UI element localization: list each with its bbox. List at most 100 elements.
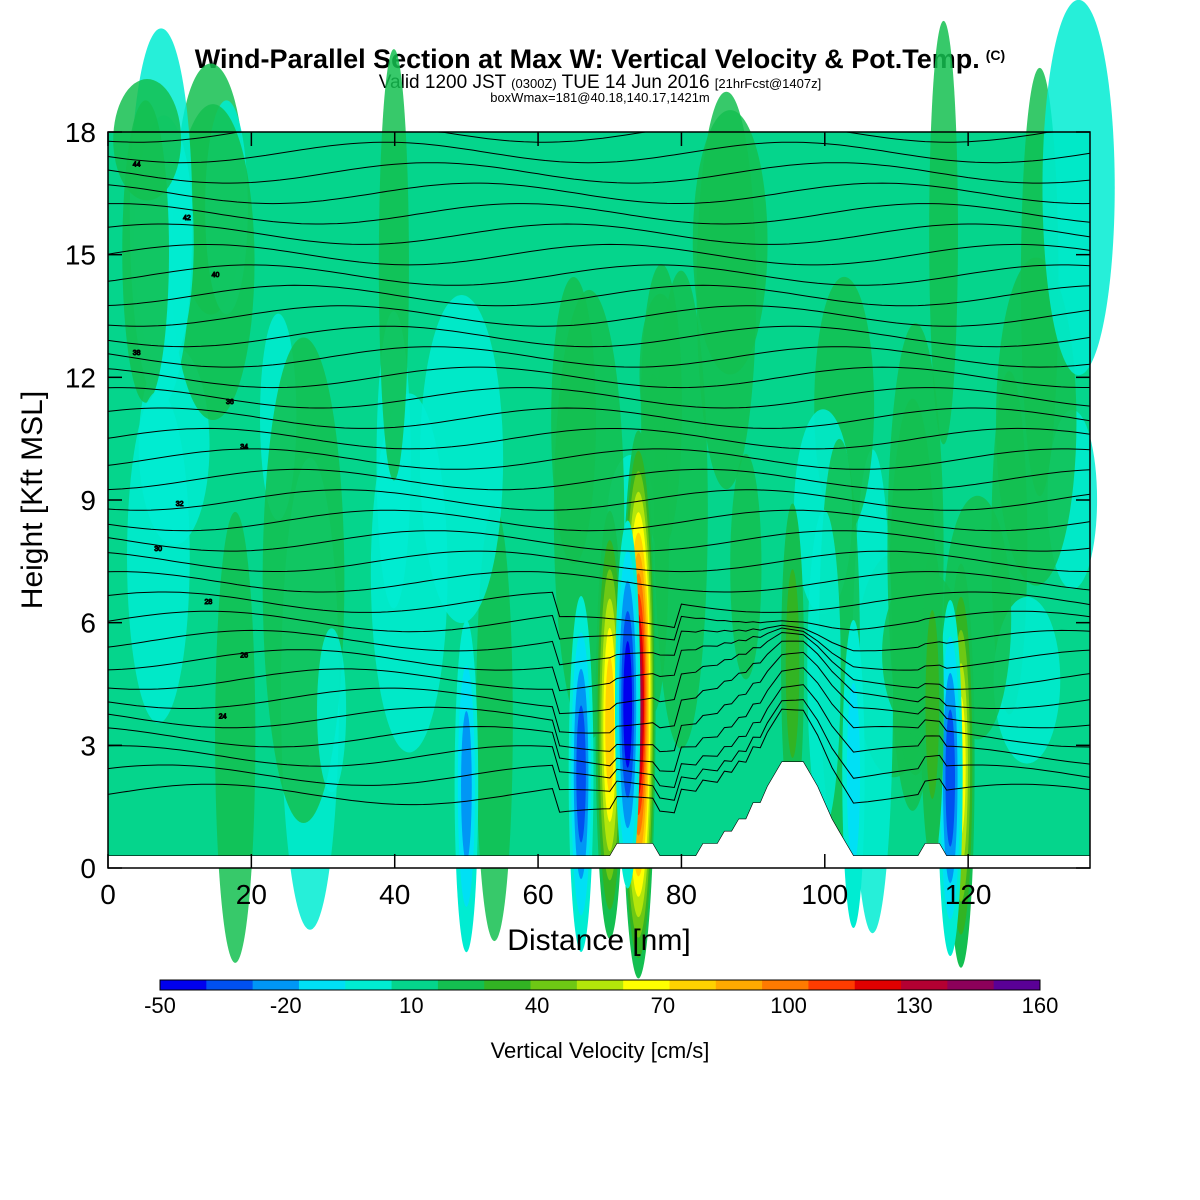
theta-contour [107, 162, 1091, 184]
theta-contour [107, 141, 1091, 164]
contour-label: 34 [240, 444, 248, 451]
colorbar-swatch [530, 980, 578, 990]
y-tick-label: 9 [80, 485, 96, 516]
theta-contours: 44 42 40 38 36 34 32 30 28 26 24 [107, 131, 1091, 814]
theta-contour [107, 182, 1091, 205]
colorbar-swatch [669, 980, 717, 990]
velocity-band [785, 569, 800, 758]
contour-label: 32 [176, 501, 184, 508]
colorbar-tick-label: 100 [770, 993, 807, 1018]
colorbar-label: Vertical Velocity [cm/s] [491, 1038, 710, 1063]
x-tick-label: 120 [945, 879, 992, 910]
field-patch [122, 100, 170, 403]
contour-label: 28 [204, 599, 212, 606]
chart-title-text: Wind-Parallel Section at Max W: Vertical… [194, 44, 980, 74]
colorbar-tick-label: 130 [896, 993, 933, 1018]
x-tick-label: 100 [801, 879, 848, 910]
theta-contour [107, 708, 1091, 814]
theta-contour [107, 509, 1091, 532]
box-wmax-info: boxWmax=181@40.18,140.17,1421m [490, 90, 710, 105]
theta-contour [107, 366, 1090, 389]
velocity-cell [920, 544, 944, 865]
colorbar-tick-label: 70 [651, 993, 675, 1018]
field-patch [476, 504, 513, 942]
colorbar-swatch [762, 980, 809, 990]
velocity-band [461, 710, 472, 862]
theta-contour [107, 624, 1091, 666]
field-patch [370, 393, 448, 753]
velocity-band [623, 641, 633, 768]
colorbar-swatch [160, 980, 207, 990]
x-axis-label: Distance [nm] [507, 924, 690, 957]
theta-contour [107, 387, 1091, 409]
x-tick-label: 20 [236, 879, 267, 910]
colorbar-swatch [808, 980, 856, 990]
x-tick-label: 60 [522, 879, 553, 910]
colorbar-swatch [206, 980, 254, 990]
colorbar-tick-label: 10 [399, 993, 423, 1018]
copyright-mark: (C) [985, 47, 1006, 63]
velocity-band [925, 610, 940, 799]
colorbar-swatch [298, 980, 346, 990]
colorbar-swatch [437, 980, 485, 990]
theta-contour [107, 223, 1091, 245]
theta-contour [107, 699, 1091, 801]
theta-contour [107, 610, 1091, 641]
chart-title: Wind-Parallel Section at Max W: Vertical… [0, 44, 1200, 75]
field-patch [127, 391, 190, 723]
theta-contour [107, 407, 1091, 429]
colorbar-swatch [252, 980, 300, 990]
colorbar-tick-label: 160 [1022, 993, 1059, 1018]
colorbar-swatch [484, 980, 532, 990]
theta-contour [107, 627, 1091, 692]
theta-contour [108, 203, 1091, 225]
colorbar-tick-label: -20 [270, 993, 302, 1018]
field-patch [995, 257, 1077, 586]
contour-label: 44 [133, 162, 141, 169]
theta-contour [107, 640, 1091, 734]
y-tick-label: 15 [65, 240, 96, 271]
y-tick-label: 0 [80, 853, 96, 884]
velocity-cell [614, 520, 641, 889]
valid-date: TUE 14 Jun 2016 [561, 72, 710, 93]
theta-contour [107, 530, 1091, 552]
theta-contour [107, 468, 1091, 491]
colorbar-swatch [993, 980, 1041, 990]
colorbar-tick-label: -50 [144, 993, 176, 1018]
field-patch [215, 511, 256, 963]
theta-contour [107, 284, 1091, 307]
y-tick-label: 6 [80, 608, 96, 639]
theta-contour [107, 489, 1091, 511]
y-tick-label: 3 [80, 730, 96, 761]
contour-label: 36 [226, 399, 234, 406]
contour-label: 42 [183, 215, 191, 222]
velocity-band [945, 709, 956, 847]
colorbar: -50 -20 10 40 70 100 130 160 Vertical Velocity [… [144, 979, 1059, 1063]
colorbar-swatch [345, 980, 393, 990]
contour-label: 40 [212, 272, 220, 279]
terrain [107, 761, 1091, 869]
colorbar-tick-label: 40 [525, 993, 549, 1018]
velocity-cell [781, 503, 805, 824]
valid-zulu: (0300Z) [511, 76, 557, 91]
forecast-info: [21hrFcst@1407z] [714, 76, 822, 91]
field-patch [929, 20, 958, 445]
contour-label: 24 [219, 714, 227, 721]
y-axis-label: Height [Kft MSL] [16, 391, 49, 609]
theta-contour [107, 427, 1091, 450]
theta-contour [107, 325, 1091, 348]
colorbar-swatch [623, 980, 670, 990]
colorbar-swatch [715, 980, 763, 990]
field-patch [1042, 0, 1115, 376]
velocity-band [846, 683, 861, 865]
contour-label: 38 [133, 350, 141, 357]
velocity-band [605, 657, 615, 793]
theta-contour [107, 667, 1091, 772]
colorbar-swatch [391, 980, 439, 990]
colorbar-frame [159, 979, 1041, 991]
colorbar-swatch [947, 980, 995, 990]
field-patch [317, 628, 347, 793]
x-tick-label: 0 [100, 879, 116, 910]
